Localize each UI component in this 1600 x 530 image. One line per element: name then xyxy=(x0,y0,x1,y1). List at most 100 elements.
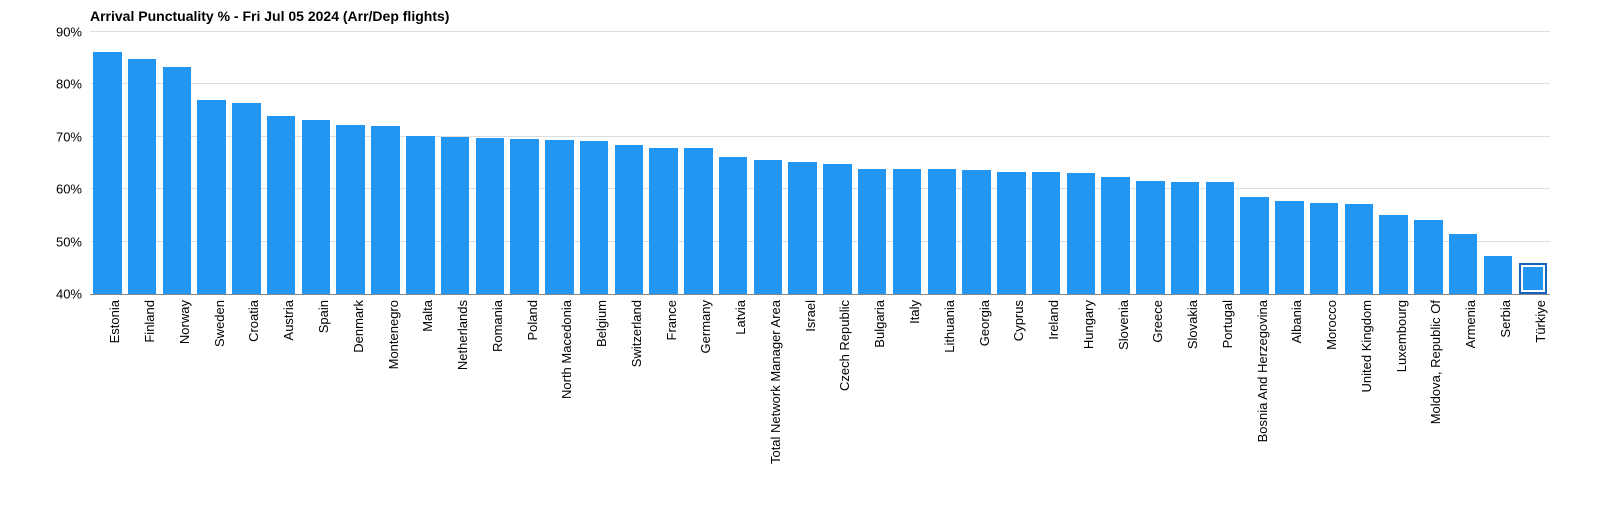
x-axis-label: Austria xyxy=(281,300,296,340)
x-axis-label: Cyprus xyxy=(1011,300,1026,341)
bar[interactable] xyxy=(1206,182,1235,294)
x-label-slot: Moldova, Republic Of xyxy=(1411,294,1446,530)
bar-slot xyxy=(472,32,507,294)
bar-slot xyxy=(438,32,473,294)
x-label-slot: Bulgaria xyxy=(855,294,890,530)
x-axis-label: Malta xyxy=(420,300,435,332)
bar[interactable] xyxy=(336,125,365,294)
bar[interactable] xyxy=(371,126,400,294)
plot-area xyxy=(90,32,1550,295)
bar[interactable] xyxy=(580,141,609,294)
bar[interactable] xyxy=(997,172,1026,294)
bars-container xyxy=(90,32,1550,294)
bar[interactable] xyxy=(1345,204,1374,294)
bar-slot xyxy=(1168,32,1203,294)
bar-slot xyxy=(125,32,160,294)
bar[interactable] xyxy=(684,148,713,294)
bar-slot xyxy=(994,32,1029,294)
bar[interactable] xyxy=(1171,182,1200,294)
bar[interactable] xyxy=(615,145,644,294)
bar[interactable] xyxy=(649,148,678,294)
bar[interactable] xyxy=(441,137,470,294)
bar[interactable] xyxy=(1379,215,1408,294)
bar-slot xyxy=(403,32,438,294)
x-axis-label: Hungary xyxy=(1081,300,1096,349)
bar-slot xyxy=(1481,32,1516,294)
x-label-slot: France xyxy=(646,294,681,530)
punctuality-bar-chart: Arrival Punctuality % - Fri Jul 05 2024 … xyxy=(0,0,1600,530)
y-tick-label: 60% xyxy=(56,182,82,197)
x-label-slot: Austria xyxy=(264,294,299,530)
bar[interactable] xyxy=(1032,172,1061,294)
bar[interactable] xyxy=(893,169,922,294)
x-axis-label: North Macedonia xyxy=(559,300,574,399)
x-label-slot: Hungary xyxy=(1063,294,1098,530)
x-axis-label: Albania xyxy=(1289,300,1304,343)
bar[interactable] xyxy=(128,59,157,294)
x-axis-label: Lithuania xyxy=(942,300,957,353)
bar[interactable] xyxy=(302,120,331,294)
bar[interactable] xyxy=(1136,181,1165,294)
bar[interactable] xyxy=(476,138,505,294)
bar-slot xyxy=(1411,32,1446,294)
y-tick-label: 50% xyxy=(56,234,82,249)
bar[interactable] xyxy=(267,116,296,294)
bar-slot xyxy=(1272,32,1307,294)
x-axis-label: United Kingdom xyxy=(1359,300,1374,393)
bar-slot xyxy=(1098,32,1133,294)
bar-slot xyxy=(611,32,646,294)
x-label-slot: Türkiye xyxy=(1515,294,1550,530)
bar-slot xyxy=(577,32,612,294)
bar[interactable] xyxy=(406,136,435,294)
y-tick-label: 40% xyxy=(56,287,82,302)
bar[interactable] xyxy=(232,103,261,294)
bar[interactable] xyxy=(1067,173,1096,294)
bar[interactable] xyxy=(823,164,852,294)
bar[interactable] xyxy=(754,160,783,294)
y-tick-label: 80% xyxy=(56,77,82,92)
bar-slot xyxy=(542,32,577,294)
bar[interactable] xyxy=(1310,203,1339,294)
bar-slot xyxy=(1342,32,1377,294)
bar-slot xyxy=(1307,32,1342,294)
x-axis-label: Portugal xyxy=(1220,300,1235,348)
bar[interactable] xyxy=(1484,256,1513,294)
x-label-slot: Israel xyxy=(785,294,820,530)
x-label-slot: Albania xyxy=(1272,294,1307,530)
x-axis-label: France xyxy=(664,300,679,340)
x-axis-label: Norway xyxy=(177,300,192,344)
bar[interactable] xyxy=(858,169,887,294)
x-label-slot: Portugal xyxy=(1203,294,1238,530)
bar[interactable] xyxy=(93,52,122,294)
bar-slot xyxy=(1029,32,1064,294)
bar-slot xyxy=(855,32,890,294)
x-label-slot: Greece xyxy=(1133,294,1168,530)
x-axis-label: Croatia xyxy=(246,300,261,342)
bar[interactable] xyxy=(962,170,991,294)
bar[interactable] xyxy=(510,139,539,294)
bar[interactable] xyxy=(1414,220,1443,294)
bar[interactable] xyxy=(163,67,192,294)
bar-slot xyxy=(229,32,264,294)
bar[interactable] xyxy=(1240,197,1269,294)
bar[interactable] xyxy=(197,100,226,294)
bar-slot xyxy=(299,32,334,294)
bar[interactable] xyxy=(1275,201,1304,294)
bar-slot xyxy=(890,32,925,294)
bar[interactable] xyxy=(719,157,748,294)
bar[interactable] xyxy=(545,140,574,294)
x-axis-label: Moldova, Republic Of xyxy=(1428,300,1443,424)
bar[interactable] xyxy=(1449,234,1478,294)
x-label-slot: Ireland xyxy=(1029,294,1064,530)
bar[interactable] xyxy=(1519,263,1548,294)
bar-slot xyxy=(1203,32,1238,294)
x-axis-label: Spain xyxy=(316,300,331,333)
bar[interactable] xyxy=(788,162,817,294)
bar-slot xyxy=(160,32,195,294)
y-axis: 40%50%60%70%80%90% xyxy=(0,32,82,294)
bar[interactable] xyxy=(928,169,957,294)
x-axis-label: Bulgaria xyxy=(872,300,887,348)
x-label-slot: Estonia xyxy=(90,294,125,530)
bar[interactable] xyxy=(1101,177,1130,294)
x-label-slot: Latvia xyxy=(716,294,751,530)
